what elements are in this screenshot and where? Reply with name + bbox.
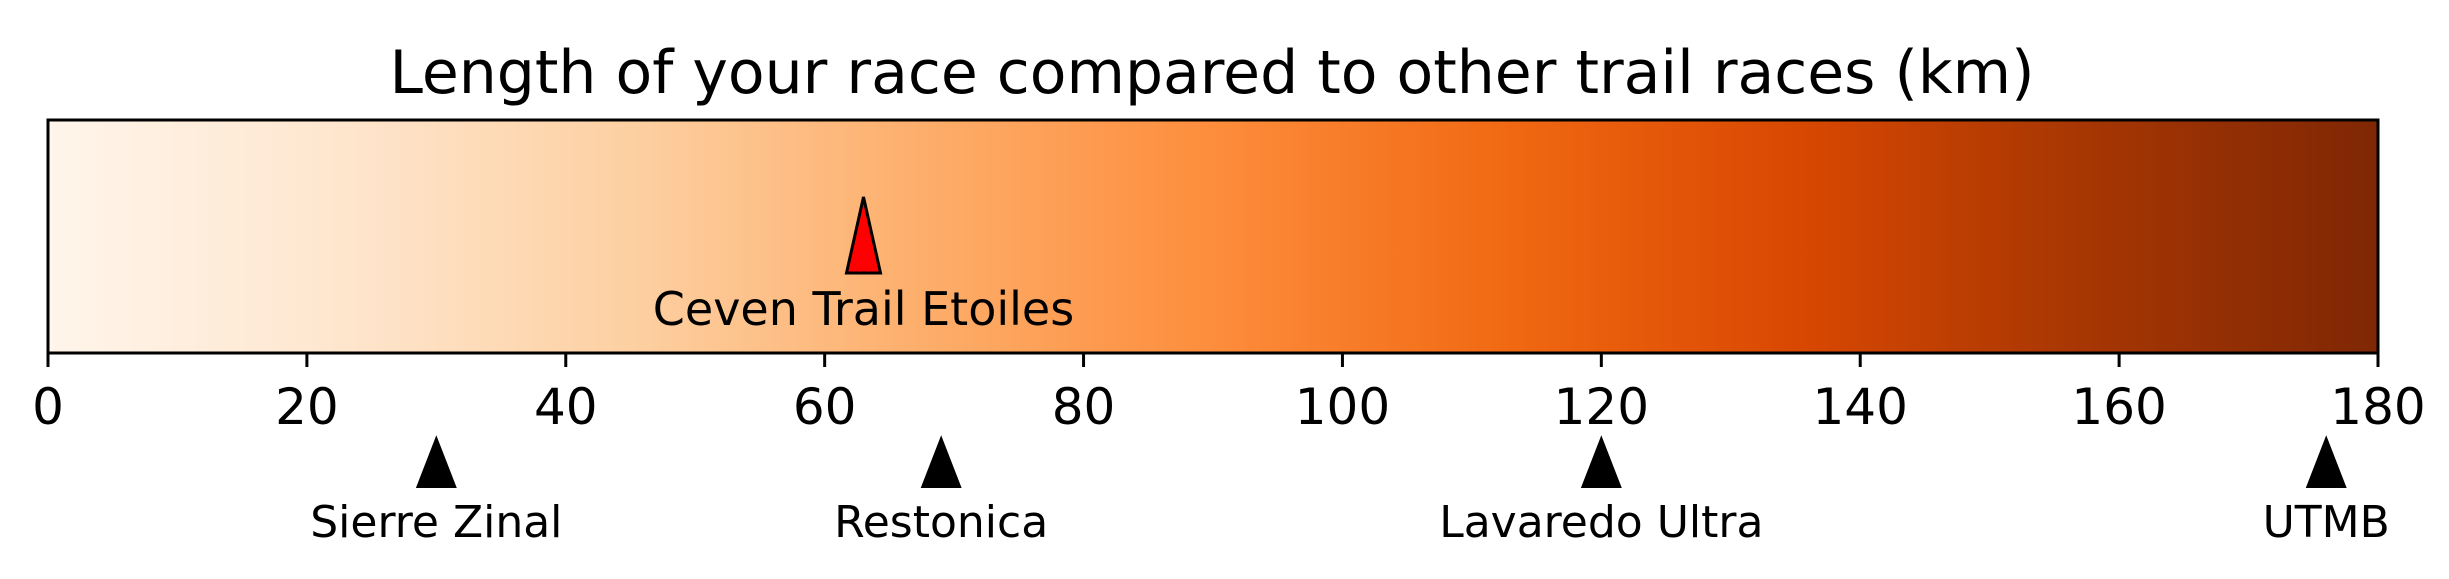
x-tick-label: 60 xyxy=(793,378,857,436)
reference-race-label: UTMB xyxy=(2263,497,2390,548)
x-tick-label: 20 xyxy=(275,378,339,436)
reference-race-marker xyxy=(1580,435,1622,488)
x-tick-label: 160 xyxy=(2071,378,2166,436)
reference-races: Sierre Zinal Restonica Lavaredo Ultra UTMB xyxy=(310,435,2390,548)
your-race-marker xyxy=(844,196,883,275)
reference-race-marker xyxy=(415,435,457,488)
x-tick-label: 180 xyxy=(2330,378,2425,436)
x-axis: 0 20 40 60 80 100 120 140 160 180 xyxy=(32,353,2426,436)
chart-title: Length of your race compared to other tr… xyxy=(389,38,2034,108)
your-race-label: Ceven Trail Etoiles xyxy=(653,282,1074,336)
colorbar xyxy=(46,118,2380,355)
reference-race-marker xyxy=(2305,435,2347,488)
reference-race-label: Lavaredo Ultra xyxy=(1439,497,1763,548)
x-tick-label: 140 xyxy=(1813,378,1908,436)
reference-race-label: Restonica xyxy=(834,497,1048,548)
reference-race-marker xyxy=(920,435,962,488)
reference-race-label: Sierre Zinal xyxy=(310,497,562,548)
x-tick-label: 80 xyxy=(1052,378,1116,436)
x-tick-label: 120 xyxy=(1554,378,1649,436)
x-tick-label: 100 xyxy=(1295,378,1390,436)
x-tick-label: 0 xyxy=(32,378,64,436)
your-race-group: Ceven Trail Etoiles xyxy=(653,196,1074,336)
x-tick-label: 40 xyxy=(534,378,598,436)
